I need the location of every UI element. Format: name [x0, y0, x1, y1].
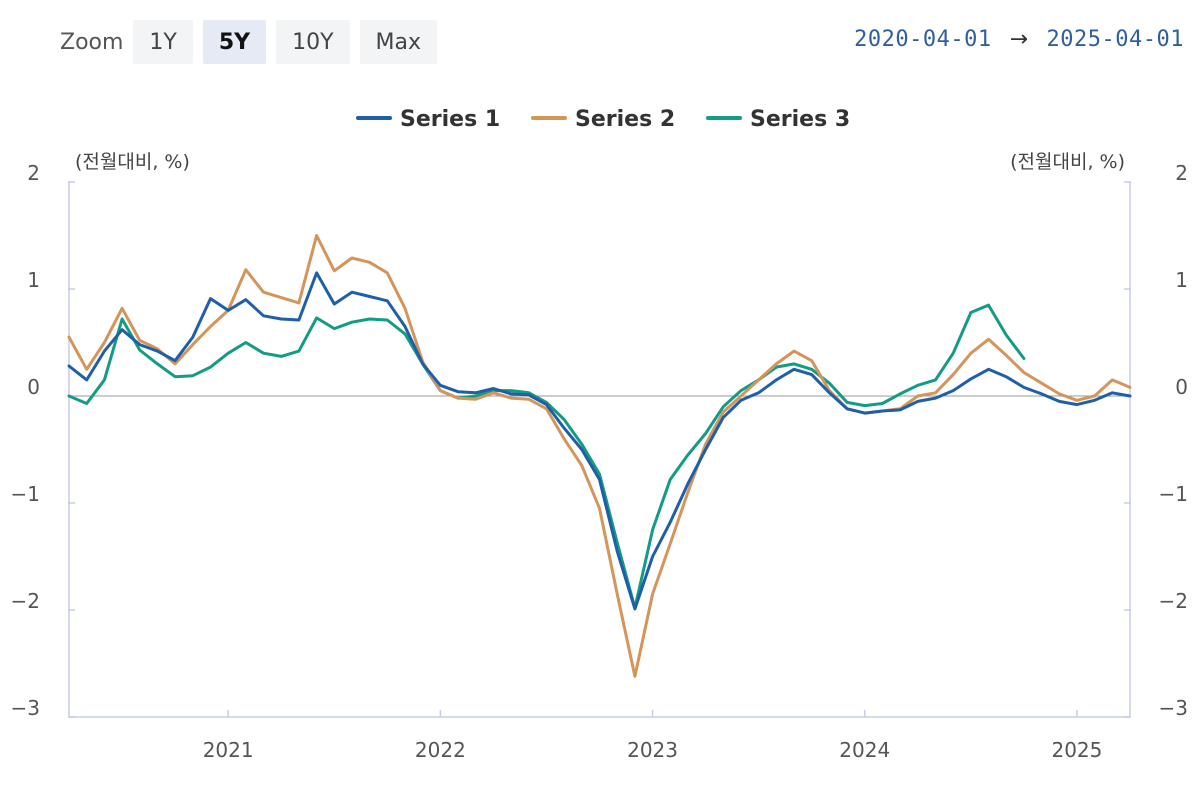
range-start[interactable]: 2020-04-01: [854, 27, 992, 52]
left-y-tick-label: −2: [11, 589, 40, 613]
x-tick-label: 2021: [203, 738, 254, 762]
range-arrow-icon: →: [1009, 27, 1029, 52]
zoom-max-button[interactable]: Max: [359, 20, 438, 64]
legend-label-series-1[interactable]: Series 1: [400, 107, 500, 132]
right-y-tick-label: 1: [1175, 268, 1188, 292]
zoom-10y-button[interactable]: 10Y: [276, 20, 350, 64]
x-tick-label: 2022: [415, 738, 466, 762]
left-y-tick-label: 1: [27, 268, 40, 292]
right-y-tick-label: −1: [1159, 482, 1188, 506]
x-tick-label: 2025: [1051, 738, 1102, 762]
zoom-toolbar: Zoom 1Y 5Y 10Y Max: [60, 20, 447, 64]
legend-label-series-3[interactable]: Series 3: [750, 107, 850, 132]
left-axis-unit: (전월대비, %): [75, 151, 190, 173]
right-y-tick-label: 2: [1175, 161, 1188, 185]
right-axis-unit: (전월대비, %): [1010, 151, 1125, 173]
series-2-line[interactable]: [67, 234, 1132, 678]
left-y-tick-label: 2: [27, 161, 40, 185]
date-range: 2020-04-01 → 2025-04-01: [854, 27, 1184, 52]
left-y-tick-label: 0: [27, 375, 40, 399]
left-y-tick-label: −3: [11, 696, 40, 720]
range-end[interactable]: 2025-04-01: [1046, 27, 1184, 52]
legend-label-series-2[interactable]: Series 2: [575, 107, 675, 132]
zoom-label: Zoom: [60, 29, 124, 55]
series-1-line[interactable]: [67, 271, 1132, 611]
zoom-1y-button[interactable]: 1Y: [133, 20, 193, 64]
right-y-tick-label: 0: [1175, 375, 1188, 399]
zoom-5y-button[interactable]: 5Y: [202, 20, 267, 64]
series-3-line[interactable]: [67, 303, 1026, 610]
left-y-tick-label: −1: [11, 482, 40, 506]
right-y-tick-label: −3: [1159, 696, 1188, 720]
right-y-tick-label: −2: [1159, 589, 1188, 613]
x-tick-label: 2024: [839, 738, 890, 762]
x-tick-label: 2023: [627, 738, 678, 762]
